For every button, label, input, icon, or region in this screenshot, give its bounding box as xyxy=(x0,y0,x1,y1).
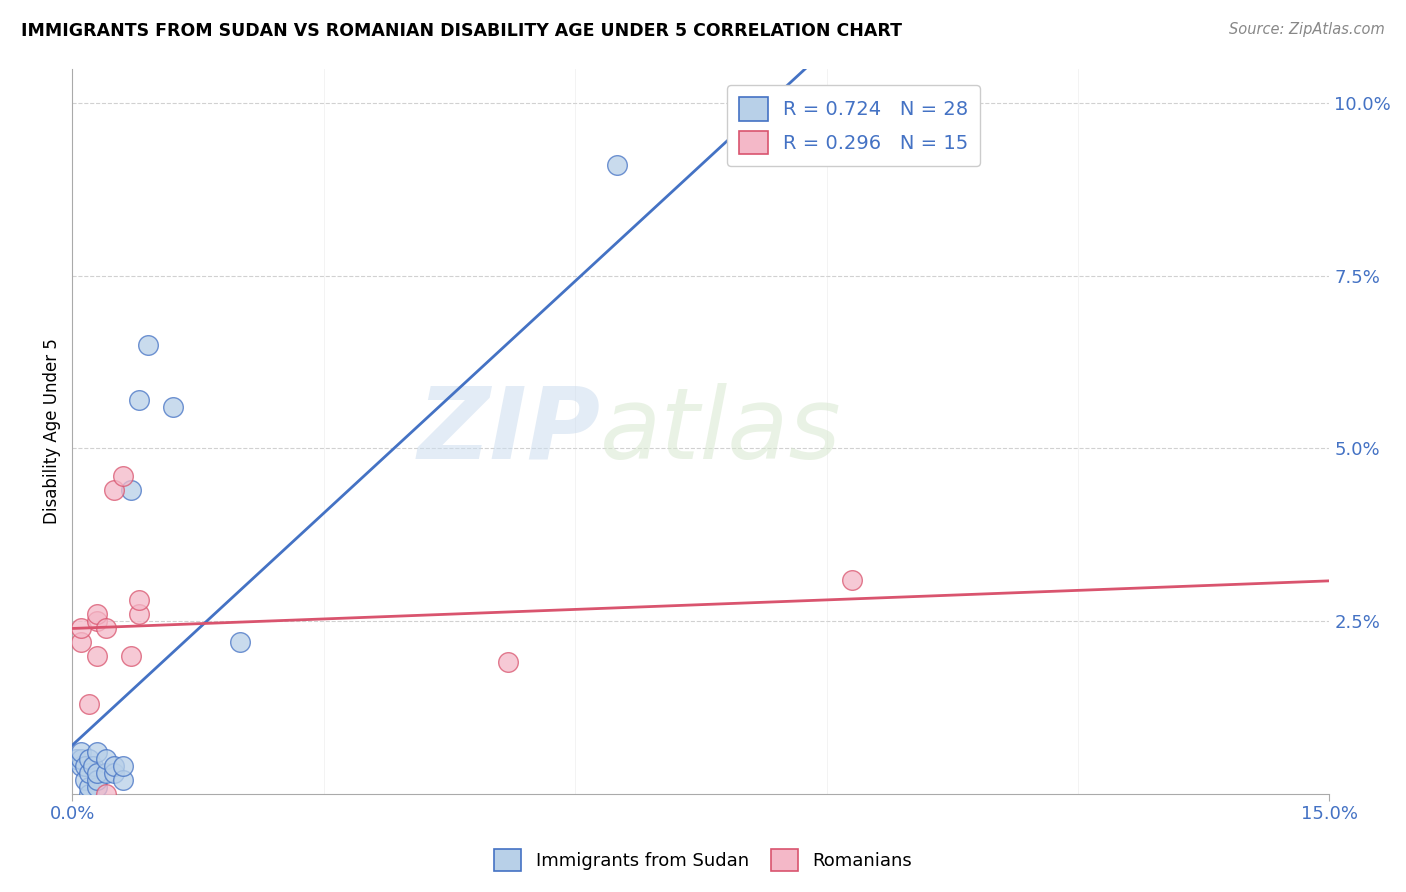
Point xyxy=(86,607,108,621)
Point xyxy=(128,593,150,607)
Y-axis label: Disability Age Under 5: Disability Age Under 5 xyxy=(44,338,60,524)
Point xyxy=(86,780,108,794)
Point xyxy=(69,752,91,766)
Point xyxy=(111,469,134,483)
Point xyxy=(73,759,96,773)
Point xyxy=(77,752,100,766)
Legend: R = 0.724   N = 28, R = 0.296   N = 15: R = 0.724 N = 28, R = 0.296 N = 15 xyxy=(727,86,980,166)
Point xyxy=(82,759,104,773)
Point xyxy=(841,130,863,145)
Legend: Immigrants from Sudan, Romanians: Immigrants from Sudan, Romanians xyxy=(486,842,920,879)
Point xyxy=(69,621,91,635)
Point xyxy=(103,759,125,773)
Point xyxy=(606,158,628,172)
Point xyxy=(86,614,108,628)
Point xyxy=(69,634,91,648)
Text: ZIP: ZIP xyxy=(418,383,600,480)
Text: atlas: atlas xyxy=(600,383,842,480)
Point xyxy=(86,772,108,787)
Point xyxy=(77,766,100,780)
Point xyxy=(111,759,134,773)
Text: IMMIGRANTS FROM SUDAN VS ROMANIAN DISABILITY AGE UNDER 5 CORRELATION CHART: IMMIGRANTS FROM SUDAN VS ROMANIAN DISABI… xyxy=(21,22,903,40)
Point xyxy=(111,772,134,787)
Point xyxy=(69,759,91,773)
Point xyxy=(77,787,100,801)
Point xyxy=(77,697,100,711)
Point xyxy=(86,745,108,759)
Point xyxy=(103,483,125,497)
Point xyxy=(120,483,142,497)
Point xyxy=(120,648,142,663)
Point xyxy=(841,573,863,587)
Point xyxy=(496,656,519,670)
Point xyxy=(103,766,125,780)
Text: Source: ZipAtlas.com: Source: ZipAtlas.com xyxy=(1229,22,1385,37)
Point xyxy=(128,607,150,621)
Point xyxy=(69,745,91,759)
Point xyxy=(73,772,96,787)
Point xyxy=(162,400,184,414)
Point xyxy=(86,648,108,663)
Point xyxy=(229,634,252,648)
Point xyxy=(77,780,100,794)
Point xyxy=(94,752,117,766)
Point xyxy=(86,766,108,780)
Point xyxy=(94,766,117,780)
Point xyxy=(65,752,87,766)
Point xyxy=(94,787,117,801)
Point xyxy=(94,621,117,635)
Point xyxy=(136,338,159,352)
Point xyxy=(128,392,150,407)
